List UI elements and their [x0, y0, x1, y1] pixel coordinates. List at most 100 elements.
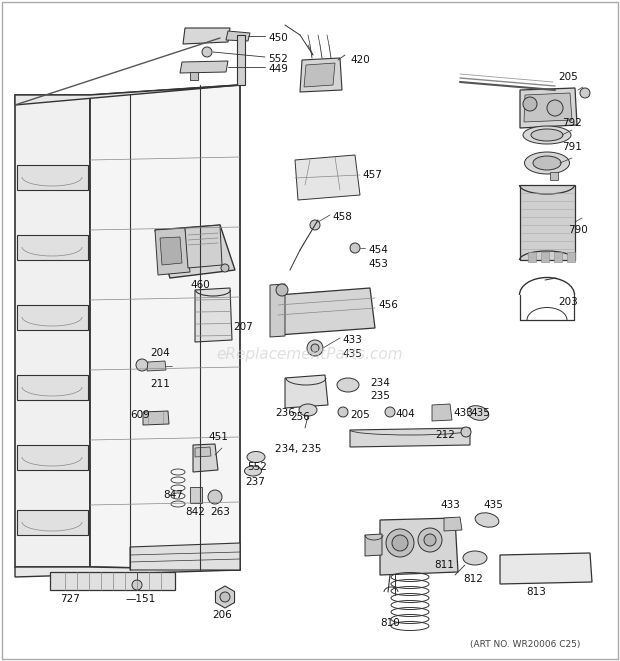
Polygon shape [226, 31, 250, 41]
Polygon shape [285, 375, 328, 408]
Text: 453: 453 [368, 259, 388, 269]
Circle shape [350, 243, 360, 253]
Text: —151: —151 [125, 594, 155, 604]
Text: 256: 256 [290, 412, 310, 422]
Polygon shape [50, 572, 175, 590]
Ellipse shape [247, 451, 265, 463]
Polygon shape [17, 510, 88, 535]
Polygon shape [520, 88, 577, 128]
Circle shape [338, 407, 348, 417]
Circle shape [311, 344, 319, 352]
Polygon shape [190, 72, 198, 80]
Text: 454: 454 [368, 245, 388, 255]
Circle shape [310, 220, 320, 230]
Ellipse shape [523, 126, 571, 144]
Polygon shape [185, 225, 222, 268]
Polygon shape [15, 95, 90, 567]
Polygon shape [524, 93, 572, 122]
Circle shape [418, 528, 442, 552]
Text: 203: 203 [558, 297, 578, 307]
Text: 460: 460 [190, 280, 210, 290]
Circle shape [276, 284, 288, 296]
Text: 404: 404 [395, 409, 415, 419]
Text: 810: 810 [380, 618, 400, 628]
Text: 212: 212 [435, 430, 455, 440]
Polygon shape [304, 63, 335, 87]
Polygon shape [17, 165, 88, 190]
Circle shape [132, 580, 142, 590]
Circle shape [392, 535, 408, 551]
Polygon shape [90, 85, 240, 570]
Text: 263: 263 [210, 507, 230, 517]
Text: 812: 812 [463, 574, 483, 584]
Polygon shape [432, 404, 452, 421]
Ellipse shape [525, 152, 570, 174]
Ellipse shape [337, 378, 359, 392]
Ellipse shape [244, 466, 262, 476]
Text: 609: 609 [130, 410, 150, 420]
Polygon shape [143, 411, 169, 425]
Polygon shape [270, 284, 285, 337]
Polygon shape [350, 428, 470, 447]
Polygon shape [444, 517, 462, 531]
Polygon shape [528, 252, 536, 262]
Polygon shape [17, 235, 88, 260]
Polygon shape [285, 292, 322, 328]
Polygon shape [155, 225, 235, 278]
Polygon shape [295, 155, 360, 200]
Text: 236: 236 [275, 408, 295, 418]
Text: 207: 207 [233, 322, 253, 332]
Text: 420: 420 [350, 55, 370, 65]
Text: 790: 790 [568, 225, 588, 235]
Polygon shape [17, 305, 88, 330]
Text: 552: 552 [268, 54, 288, 64]
Polygon shape [500, 553, 592, 584]
Circle shape [580, 88, 590, 98]
Text: 457: 457 [362, 170, 382, 180]
Circle shape [136, 359, 148, 371]
Text: 204: 204 [150, 348, 170, 358]
Circle shape [202, 47, 212, 57]
Circle shape [220, 592, 230, 602]
Polygon shape [380, 518, 458, 575]
Polygon shape [190, 487, 202, 503]
Circle shape [385, 407, 395, 417]
Polygon shape [216, 586, 234, 608]
Text: 435: 435 [342, 349, 362, 359]
Text: 842: 842 [185, 507, 205, 517]
Text: 206: 206 [212, 610, 232, 620]
Polygon shape [15, 85, 240, 105]
Text: 433: 433 [440, 500, 460, 510]
Circle shape [386, 529, 414, 557]
Polygon shape [567, 252, 575, 262]
Text: 234, 235: 234, 235 [275, 444, 321, 454]
Text: 205: 205 [558, 72, 578, 82]
Polygon shape [195, 447, 211, 457]
Text: 813: 813 [526, 587, 546, 597]
Text: 451: 451 [208, 432, 228, 442]
Text: 235: 235 [370, 391, 390, 401]
Ellipse shape [475, 513, 499, 527]
Ellipse shape [463, 551, 487, 565]
Ellipse shape [467, 406, 489, 420]
Text: 205: 205 [350, 410, 370, 420]
Text: 234: 234 [370, 378, 390, 388]
Polygon shape [17, 445, 88, 470]
Circle shape [307, 340, 323, 356]
Polygon shape [365, 534, 382, 556]
Text: 847: 847 [163, 490, 183, 500]
Ellipse shape [531, 129, 563, 141]
Polygon shape [300, 58, 342, 92]
Text: 791: 791 [562, 142, 582, 152]
Polygon shape [15, 567, 240, 577]
Circle shape [523, 97, 537, 111]
Text: 552: 552 [247, 462, 267, 472]
Text: 450: 450 [268, 33, 288, 43]
Text: (ART NO. WR20006 C25): (ART NO. WR20006 C25) [469, 640, 580, 649]
Text: 433: 433 [453, 408, 473, 418]
Text: 727: 727 [60, 594, 80, 604]
Text: 435: 435 [483, 500, 503, 510]
Text: 792: 792 [562, 118, 582, 128]
Text: eReplacementParts.com: eReplacementParts.com [216, 348, 404, 362]
Text: 433: 433 [342, 335, 362, 345]
